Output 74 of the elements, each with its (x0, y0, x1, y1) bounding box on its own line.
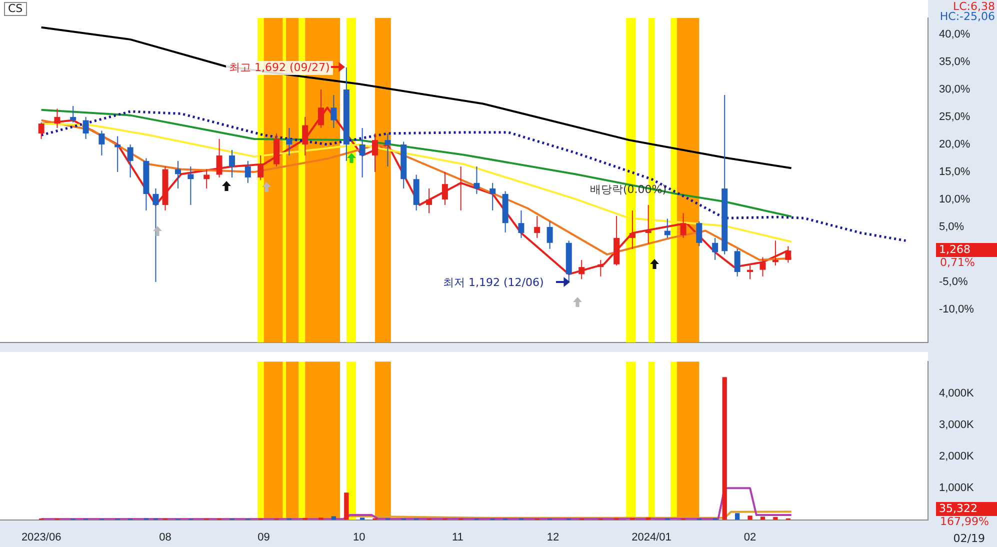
candlestick (696, 220, 702, 247)
candlestick (188, 166, 194, 206)
bar (773, 516, 778, 520)
candlestick (286, 127, 292, 156)
candlestick (680, 212, 686, 238)
candlestick (174, 160, 181, 189)
candlestick (384, 132, 391, 167)
x-tick-label: 11 (452, 531, 464, 544)
y-tick-label: 25,0% (939, 111, 970, 123)
y-tick-label: -5,0% (939, 276, 968, 288)
x-tick-label: 02 (744, 531, 756, 544)
text: 35,322 (936, 502, 997, 516)
x-tick-label: 09 (258, 531, 270, 544)
text: 1,268 (936, 243, 997, 257)
bar (748, 516, 752, 520)
candlestick (458, 166, 464, 211)
candlestick (534, 215, 540, 238)
y-tick-label: 1,000K (939, 482, 975, 494)
candlestick (127, 144, 134, 178)
candlestick (244, 160, 251, 184)
candlestick (474, 166, 480, 194)
bar (344, 492, 349, 520)
text: CS (4, 2, 27, 16)
candlestick (629, 210, 636, 250)
candlestick (712, 237, 718, 260)
candlestick (664, 218, 670, 238)
y-tick-label: 3,000K (939, 418, 975, 431)
y-tick-label: 15,0% (939, 166, 970, 178)
candlestick (490, 182, 496, 211)
x-tick-label: 10 (353, 531, 366, 544)
candlestick (518, 210, 524, 238)
y-tick-label: 4,000K (939, 387, 975, 400)
candlestick (645, 204, 652, 244)
candlestick (114, 136, 121, 172)
candlestick (229, 149, 235, 178)
candlestick (372, 132, 378, 172)
x-tick-label: 08 (159, 531, 172, 544)
y-tick-label: 35,0% (939, 56, 970, 68)
candlestick (546, 220, 553, 250)
candlestick (426, 188, 432, 214)
candlestick (772, 240, 778, 266)
candlestick (38, 122, 44, 140)
bar (722, 377, 727, 520)
text: LC:6,38 (952, 0, 995, 13)
candlestick (82, 116, 89, 140)
x-tick-label: 2024/01 (632, 531, 672, 544)
y-tick-label: 40,0% (939, 28, 970, 41)
line-series (40, 110, 908, 242)
text: 02/19 (953, 532, 985, 545)
candlestick (302, 116, 308, 156)
candlestick (734, 248, 740, 277)
y-tick-label: 20,0% (939, 138, 970, 150)
annotation: 최고 1,692 (09/27) (226, 61, 333, 75)
text: HC:-25,06 (940, 10, 995, 23)
candlestick (442, 171, 448, 206)
candlestick (258, 154, 264, 181)
y-tick-label: 2,000K (939, 450, 975, 463)
candlestick (216, 138, 222, 178)
candlestick (98, 130, 105, 156)
y-tick-label: 5,0% (939, 220, 964, 233)
candlestick (359, 127, 366, 178)
candlestick (204, 168, 210, 189)
candlestick (330, 94, 337, 128)
y-tick-label: 30,0% (939, 84, 970, 96)
x-tick-label: 12 (546, 531, 560, 544)
text: 167,99% (940, 515, 989, 528)
candlestick (70, 105, 76, 123)
y-tick-label: -10,0% (939, 303, 974, 316)
bar (734, 513, 740, 520)
text: 0,71% (940, 256, 975, 269)
bar (760, 516, 766, 520)
x-tick-label: 2023/06 (21, 531, 62, 544)
y-tick-label: 10,0% (939, 193, 970, 206)
annotation: 최저 1,192 (12/06) (440, 276, 547, 290)
